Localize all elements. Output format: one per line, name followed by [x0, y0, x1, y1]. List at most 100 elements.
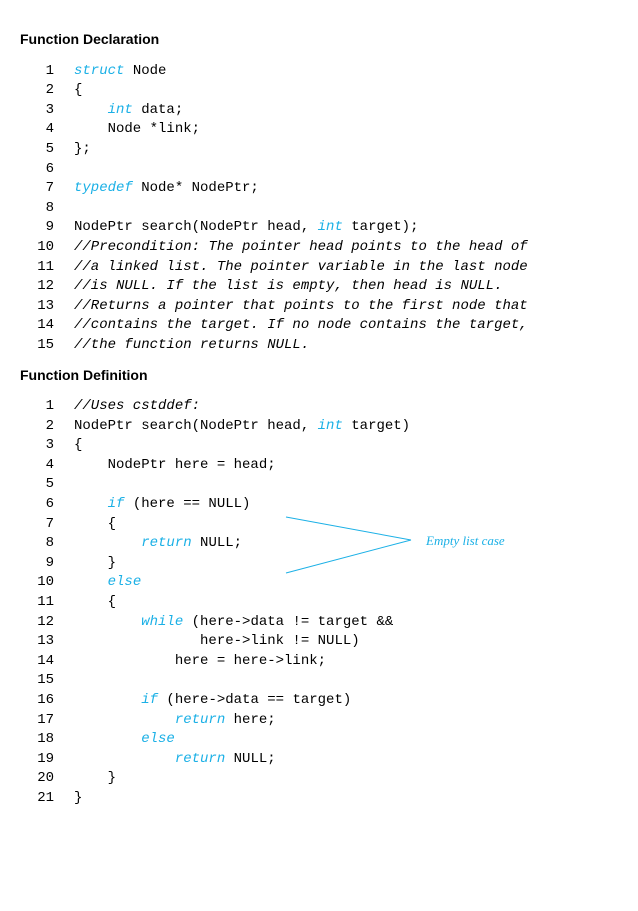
- line-number: 6: [26, 160, 54, 180]
- keyword: return: [175, 712, 225, 728]
- line-number: 3: [26, 436, 54, 456]
- keyword: if: [141, 692, 158, 708]
- code-content: Node *link;: [74, 120, 200, 140]
- comment: //a linked list. The pointer variable in…: [74, 259, 528, 275]
- line-number: 2: [26, 417, 54, 437]
- plain-code: }: [74, 770, 116, 786]
- code-line: 10 else: [26, 573, 618, 593]
- line-number: 7: [26, 515, 54, 535]
- line-number: 12: [26, 613, 54, 633]
- plain-code: data;: [133, 102, 183, 118]
- code-content: int data;: [74, 101, 183, 121]
- code-line: 5: [26, 475, 618, 495]
- keyword: int: [318, 219, 343, 235]
- code-line: 13 here->link != NULL): [26, 632, 618, 652]
- code-line: 15 //the function returns NULL.: [26, 336, 618, 356]
- code-content: return here;: [74, 711, 276, 731]
- line-number: 15: [26, 671, 54, 691]
- comment: //Uses cstddef:: [74, 398, 200, 414]
- keyword: typedef: [74, 180, 133, 196]
- code-content: else: [74, 573, 141, 593]
- plain-code: }: [74, 790, 82, 806]
- plain-code: };: [74, 141, 91, 157]
- code-line: 20 }: [26, 769, 618, 789]
- code-content: struct Node: [74, 62, 166, 82]
- code-line: 3 int data;: [26, 101, 618, 121]
- code-content: NodePtr search(NodePtr head, int target)…: [74, 218, 418, 238]
- code-line: 1struct Node: [26, 62, 618, 82]
- code-content: {: [74, 81, 82, 101]
- plain-code: NodePtr here = head;: [74, 457, 276, 473]
- line-number: 5: [26, 475, 54, 495]
- code-line: 8 return NULL;: [26, 534, 618, 554]
- code-line: 5};: [26, 140, 618, 160]
- code-line: 15: [26, 671, 618, 691]
- plain-code: (here == NULL): [124, 496, 250, 512]
- keyword: int: [318, 418, 343, 434]
- code-block-definition: 1//Uses cstddef:2NodePtr search(NodePtr …: [26, 397, 618, 808]
- line-number: 6: [26, 495, 54, 515]
- code-line: 14 here = here->link;: [26, 652, 618, 672]
- code-line: 13 //Returns a pointer that points to the…: [26, 297, 618, 317]
- plain-code: [74, 574, 108, 590]
- section-header-declaration: Function Declaration: [20, 30, 618, 50]
- code-content: //Uses cstddef:: [74, 397, 200, 417]
- code-content: typedef Node* NodePtr;: [74, 179, 259, 199]
- code-line: 18 else: [26, 730, 618, 750]
- plain-code: here->link != NULL): [74, 633, 360, 649]
- code-content: if (here == NULL): [74, 495, 250, 515]
- code-line: 11 {: [26, 593, 618, 613]
- line-number: 10: [26, 573, 54, 593]
- code-content: //Precondition: The pointer head points …: [74, 238, 528, 258]
- plain-code: [74, 102, 108, 118]
- code-line: 16 if (here->data == target): [26, 691, 618, 711]
- code-line: 17 return here;: [26, 711, 618, 731]
- plain-code: [74, 535, 141, 551]
- plain-code: target);: [343, 219, 419, 235]
- keyword: return: [141, 535, 191, 551]
- code-content: {: [74, 515, 116, 535]
- plain-code: target): [343, 418, 410, 434]
- code-line: 4 Node *link;: [26, 120, 618, 140]
- line-number: 4: [26, 456, 54, 476]
- plain-code: here = here->link;: [74, 653, 326, 669]
- line-number: 14: [26, 316, 54, 336]
- code-content: //Returns a pointer that points to the f…: [74, 297, 528, 317]
- code-content: }: [74, 769, 116, 789]
- code-content: //the function returns NULL.: [74, 336, 309, 356]
- code-content: {: [74, 436, 82, 456]
- keyword: if: [108, 496, 125, 512]
- line-number: 13: [26, 632, 54, 652]
- line-number: 7: [26, 179, 54, 199]
- code-line: 10//Precondition: The pointer head point…: [26, 238, 618, 258]
- plain-code: (here->data == target): [158, 692, 351, 708]
- plain-code: (here->data != target &&: [183, 614, 393, 630]
- code-content: if (here->data == target): [74, 691, 351, 711]
- comment: //contains the target. If no node contai…: [74, 317, 528, 333]
- code-content: return NULL;: [74, 534, 242, 554]
- line-number: 15: [26, 336, 54, 356]
- code-content: };: [74, 140, 91, 160]
- plain-code: here;: [225, 712, 275, 728]
- code-line: 6 if (here == NULL): [26, 495, 618, 515]
- line-number: 16: [26, 691, 54, 711]
- keyword: return: [175, 751, 225, 767]
- line-number: 13: [26, 297, 54, 317]
- keyword: struct: [74, 63, 124, 79]
- code-content: else: [74, 730, 175, 750]
- plain-code: [74, 731, 141, 747]
- line-number: 4: [26, 120, 54, 140]
- keyword: else: [108, 574, 142, 590]
- code-content: {: [74, 593, 116, 613]
- code-content: NodePtr here = head;: [74, 456, 276, 476]
- plain-code: }: [74, 555, 116, 571]
- code-line: 14 //contains the target. If no node cont…: [26, 316, 618, 336]
- plain-code: [74, 751, 175, 767]
- plain-code: {: [74, 82, 82, 98]
- plain-code: Node: [124, 63, 166, 79]
- comment: //Precondition: The pointer head points …: [74, 239, 528, 255]
- plain-code: NodePtr search(NodePtr head,: [74, 219, 318, 235]
- comment: //is NULL. If the list is empty, then he…: [74, 278, 502, 294]
- code-content: return NULL;: [74, 750, 276, 770]
- code-block-declaration: 1struct Node2{3 int data;4 Node *link;5}…: [26, 62, 618, 356]
